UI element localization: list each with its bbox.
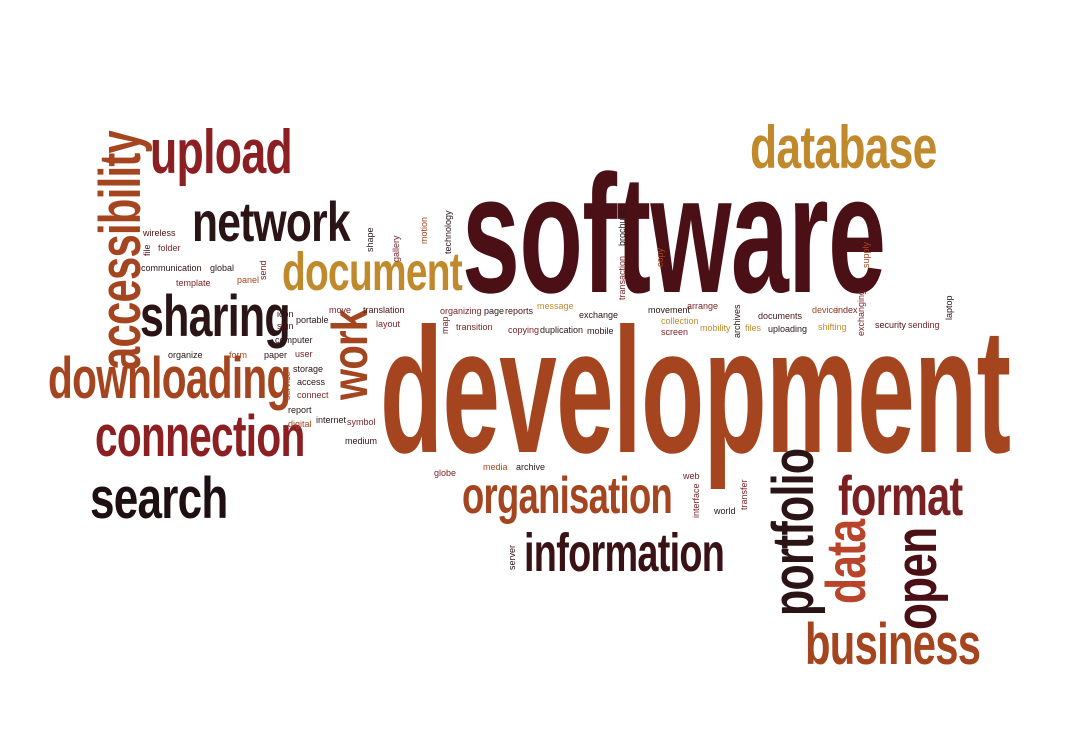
- word-transaction: transaction: [617, 255, 627, 300]
- word-computer: computer: [275, 335, 313, 345]
- word-document: document: [282, 242, 463, 302]
- word-paper: paper: [264, 350, 288, 360]
- word-documents: documents: [758, 311, 803, 321]
- word-database: database: [750, 114, 937, 181]
- word-exchange: exchange: [579, 310, 619, 320]
- word-web: web: [683, 471, 700, 481]
- word-folder: folder: [158, 243, 181, 253]
- word-copying: copying: [508, 325, 540, 335]
- word-portable: portable: [296, 315, 329, 325]
- word-send: send: [258, 260, 268, 280]
- word-file: file: [142, 244, 152, 256]
- word-information: information: [524, 523, 725, 583]
- word-internet: internet: [316, 415, 347, 425]
- word-format: format: [838, 464, 963, 527]
- word-network: network: [192, 190, 351, 253]
- word-exchanging: exchanging: [856, 289, 866, 336]
- word-sending: sending: [908, 320, 940, 330]
- word-organizing: organizing: [440, 306, 482, 316]
- word-wireless: wireless: [143, 228, 176, 238]
- word-globe: globe: [434, 468, 457, 478]
- word-business: business: [805, 612, 981, 677]
- word-service: service: [282, 371, 292, 400]
- word-brochure: brochure: [617, 210, 627, 246]
- word-search: search: [90, 466, 228, 531]
- word-shape: shape: [365, 227, 375, 252]
- word-index: index: [836, 305, 858, 315]
- word-work: work: [322, 309, 378, 400]
- word-medium: medium: [345, 436, 378, 446]
- word-movement: movement: [648, 305, 691, 315]
- word-reports: reports: [505, 306, 534, 316]
- word-screen: screen: [661, 327, 689, 337]
- word-map: map: [440, 316, 450, 334]
- word-interface: interface: [691, 483, 701, 518]
- word-form: form: [229, 350, 247, 360]
- word-organisation: organisation: [462, 467, 673, 525]
- word-communication: communication: [141, 263, 202, 273]
- word-arrange: arrange: [687, 301, 719, 311]
- word-data: data: [814, 519, 877, 604]
- word-mobility: mobility: [700, 323, 731, 333]
- word-transfer: transfer: [739, 479, 749, 510]
- word-translation: translation: [363, 305, 405, 315]
- word-access: access: [297, 377, 326, 387]
- word-server: server: [507, 544, 517, 570]
- word-organize: organize: [168, 350, 203, 360]
- word-icon: icon: [277, 309, 294, 319]
- word-media: media: [483, 462, 508, 472]
- word-gallery: gallery: [391, 235, 401, 262]
- word-development: development: [380, 291, 1011, 490]
- word-transition: transition: [456, 322, 493, 332]
- word-sign: sign: [277, 321, 294, 331]
- word-global: global: [210, 263, 235, 273]
- word-supply: supply: [861, 241, 871, 268]
- word-mobile: mobile: [587, 326, 614, 336]
- word-archives: archives: [732, 304, 742, 338]
- word-security: security: [875, 320, 907, 330]
- word-template: template: [176, 278, 211, 288]
- word-archive: archive: [516, 462, 546, 472]
- word-collection: collection: [661, 316, 699, 326]
- word-open: open: [884, 527, 949, 630]
- word-laptop: laptop: [944, 295, 954, 320]
- word-files: files: [745, 323, 762, 333]
- word-report: report: [288, 405, 312, 415]
- word-storage: storage: [293, 364, 324, 374]
- word-device: device: [812, 305, 839, 315]
- word-copy: copy: [655, 247, 665, 267]
- word-digital: digital: [288, 419, 312, 429]
- word-move: move: [329, 305, 352, 315]
- word-page: page: [484, 306, 505, 316]
- word-layout: layout: [376, 319, 401, 329]
- word-uploading: uploading: [768, 324, 808, 334]
- word-connect: connect: [297, 390, 329, 400]
- word-sharing: sharing: [140, 284, 291, 349]
- word-symbol: symbol: [347, 417, 376, 427]
- word-shifting: shifting: [818, 322, 847, 332]
- word-software: software: [462, 140, 886, 328]
- word-upload: upload: [150, 118, 293, 187]
- word-motion: motion: [419, 216, 429, 244]
- word-duplication: duplication: [540, 325, 584, 335]
- word-technology: technology: [443, 210, 453, 254]
- word-connection: connection: [95, 404, 305, 469]
- word-panel: panel: [237, 275, 260, 285]
- word-user: user: [295, 349, 313, 359]
- word-world: world: [714, 506, 736, 516]
- word-downloading: downloading: [48, 346, 291, 411]
- word-message: message: [537, 301, 574, 311]
